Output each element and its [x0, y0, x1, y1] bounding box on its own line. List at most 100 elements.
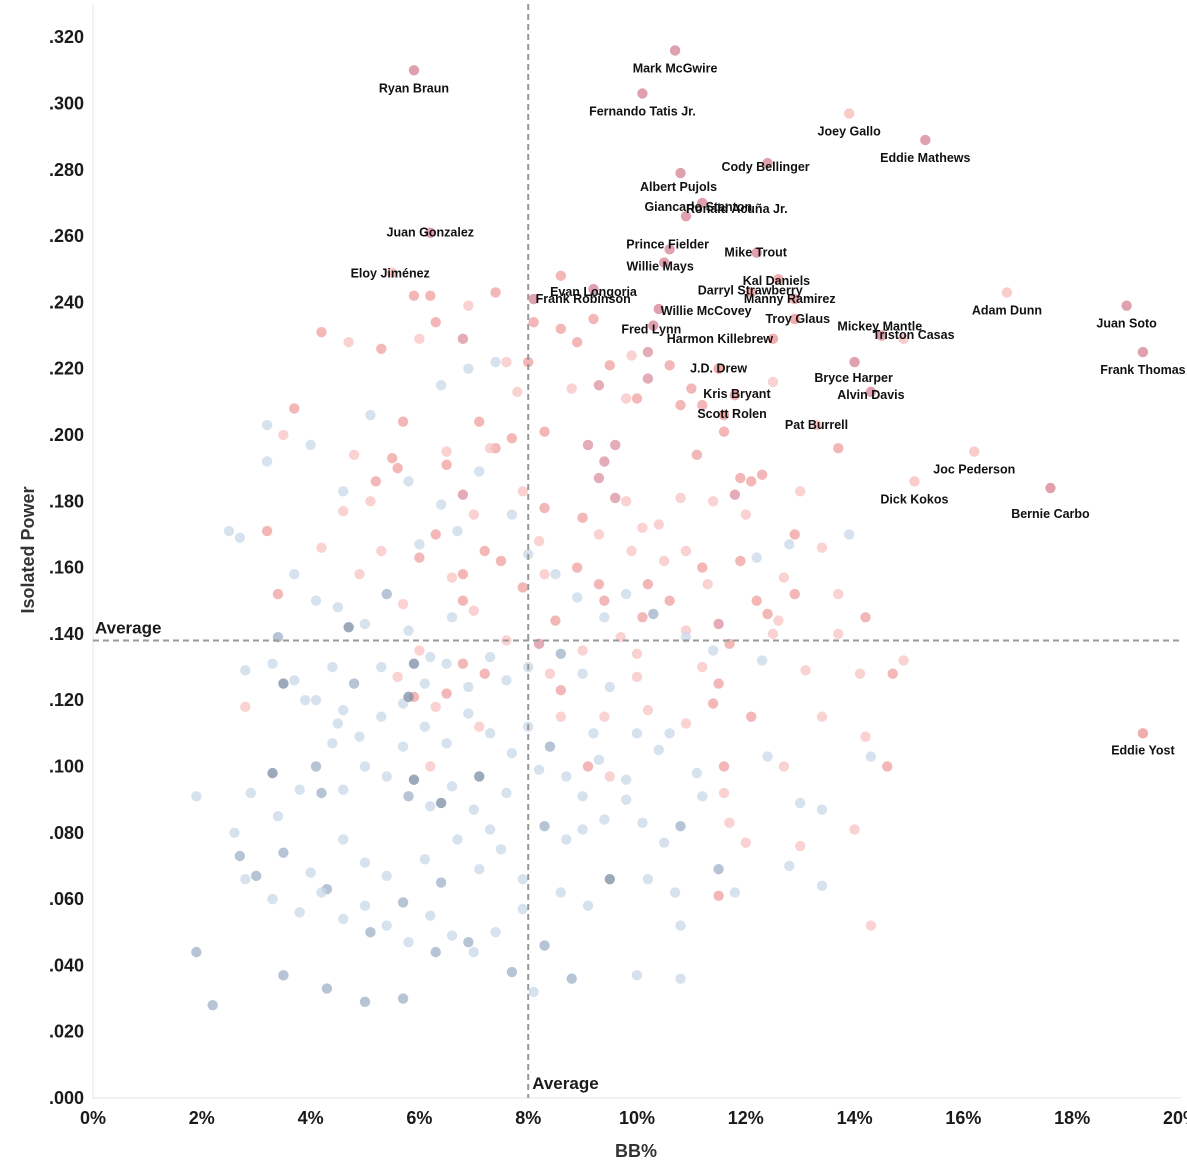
point-label: Alvin Davis — [837, 388, 904, 402]
point-label: Kal Daniels — [743, 274, 810, 288]
point-label: Frank Robinson — [536, 292, 631, 306]
background-point — [675, 399, 686, 411]
background-point — [620, 393, 632, 404]
background-point — [240, 874, 251, 885]
background-point — [392, 671, 403, 683]
background-point — [381, 588, 392, 600]
background-point — [408, 658, 420, 669]
background-point — [397, 993, 409, 1004]
background-point — [659, 837, 670, 848]
background-point — [533, 764, 545, 775]
background-point — [484, 651, 496, 663]
background-point — [435, 499, 447, 510]
x-tick-label: 0% — [80, 1108, 106, 1128]
background-point — [376, 545, 387, 557]
background-point — [599, 814, 610, 825]
background-point — [278, 678, 289, 689]
background-point — [593, 578, 605, 590]
background-point — [251, 870, 262, 882]
background-point — [533, 535, 545, 547]
background-point — [604, 681, 615, 693]
background-point — [419, 854, 431, 865]
background-point — [457, 569, 469, 580]
background-point — [310, 694, 322, 706]
background-point — [495, 555, 507, 567]
labeled-point — [659, 257, 670, 268]
background-point — [490, 927, 501, 938]
background-point — [348, 449, 360, 461]
point-label: Giancarlo Stanton — [644, 200, 752, 214]
x-tick-label: 14% — [837, 1108, 873, 1128]
y-tick-label: .060 — [49, 889, 84, 909]
background-point — [381, 920, 392, 931]
background-point — [789, 529, 800, 540]
average-x-label: Average — [532, 1074, 598, 1093]
background-point — [555, 323, 567, 335]
background-point — [305, 439, 316, 451]
background-point — [517, 903, 528, 915]
background-point — [599, 711, 610, 722]
point-label: Evan Longoria — [550, 285, 638, 299]
background-point — [310, 761, 322, 772]
background-point — [468, 946, 479, 958]
point-label: Eddie Yost — [1111, 743, 1175, 757]
background-point — [457, 658, 469, 669]
background-point — [463, 681, 474, 693]
background-point — [724, 817, 735, 829]
background-point — [555, 685, 567, 696]
background-point — [403, 691, 414, 703]
background-point — [403, 791, 414, 802]
point-label: Bernie Carbo — [1011, 507, 1090, 521]
background-point — [588, 728, 599, 739]
background-point — [593, 754, 605, 766]
background-point — [452, 834, 463, 845]
reference-lines-layer: Average Average — [93, 4, 1181, 1098]
background-point — [637, 522, 648, 533]
background-point — [278, 970, 289, 981]
background-point — [604, 874, 615, 885]
point-label: Albert Pujols — [640, 180, 717, 194]
background-point — [631, 648, 643, 659]
labels-layer: Mark McGwire Ryan Braun Fernando Tatis Jr.… — [351, 61, 1186, 757]
background-point — [463, 300, 474, 311]
background-point — [599, 456, 610, 467]
background-points-layer — [191, 270, 909, 1011]
y-tick-label: .120 — [49, 690, 84, 710]
background-point — [240, 665, 251, 676]
background-point — [588, 313, 599, 325]
background-point — [555, 711, 567, 722]
background-point — [577, 512, 588, 524]
labeled-point — [849, 356, 860, 368]
background-point — [582, 900, 594, 911]
background-point — [261, 456, 273, 467]
background-point — [376, 711, 387, 722]
background-point — [637, 612, 648, 623]
y-tick-label: .040 — [49, 955, 84, 975]
labeled-point — [898, 333, 909, 345]
background-point — [539, 569, 550, 580]
labeled-point — [1045, 482, 1056, 494]
background-point — [207, 999, 218, 1011]
labeled-point — [843, 108, 855, 119]
background-point — [484, 443, 496, 454]
background-point — [675, 973, 686, 984]
background-point — [501, 787, 512, 799]
background-point — [517, 582, 528, 593]
y-tick-label: .240 — [49, 292, 84, 312]
background-point — [539, 820, 550, 832]
background-point — [691, 767, 703, 779]
y-tick-label: .140 — [49, 624, 84, 644]
background-point — [191, 946, 202, 958]
background-point — [669, 887, 681, 898]
background-point — [425, 651, 436, 663]
background-point — [729, 887, 741, 898]
background-point — [767, 376, 779, 388]
background-point — [555, 270, 567, 282]
background-point — [414, 333, 425, 345]
background-point — [593, 380, 605, 391]
background-point — [506, 433, 518, 444]
labeled-point — [762, 157, 773, 169]
axes-layer: .000 .020 .040 .060 .080 .100 .120 .140 .160 .180… — [49, 4, 1187, 1128]
background-point — [506, 966, 518, 978]
